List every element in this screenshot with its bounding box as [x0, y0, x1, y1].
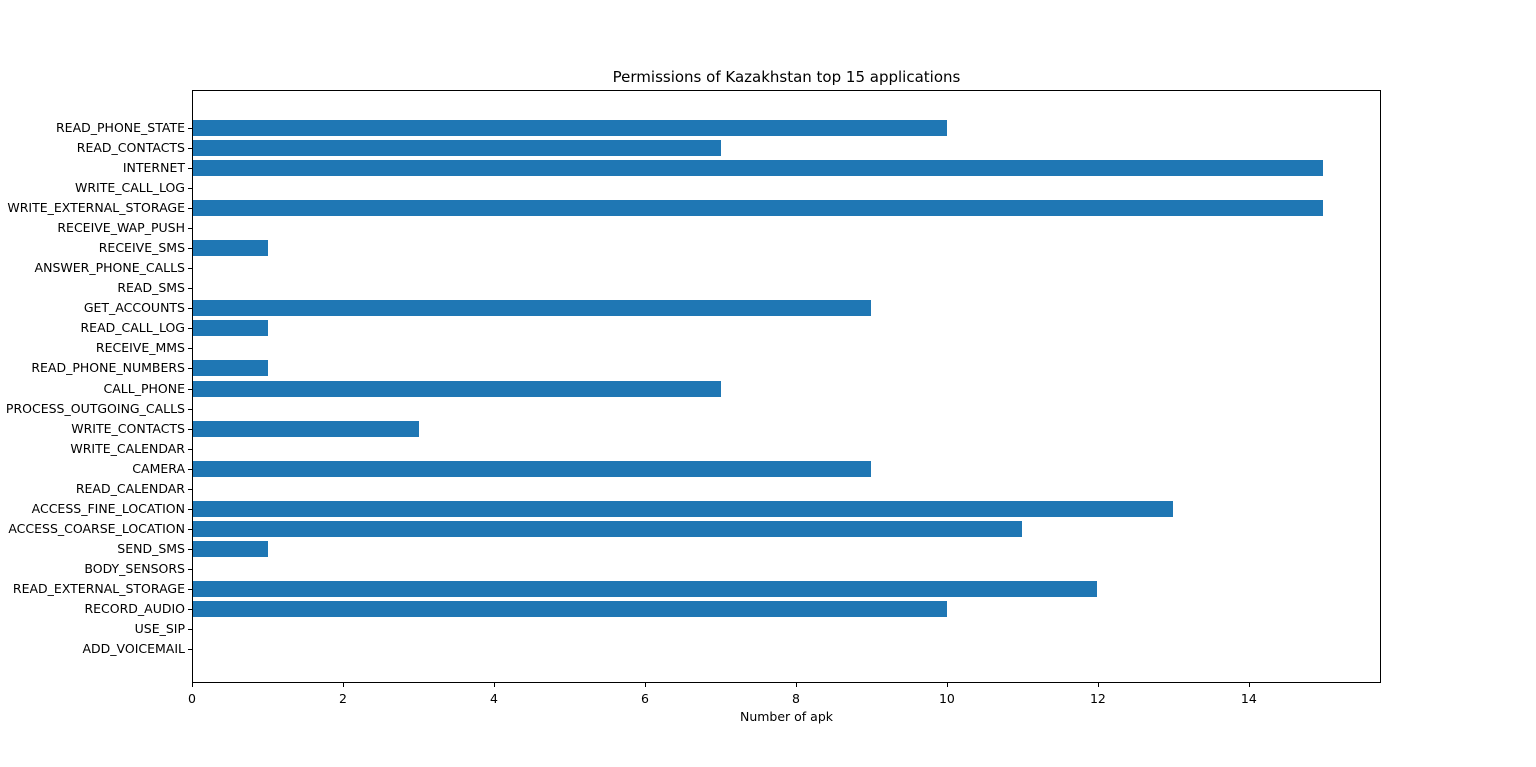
y-tick-mark — [188, 488, 192, 490]
y-tick-label: READ_SMS — [117, 280, 185, 296]
y-tick-mark — [188, 428, 192, 430]
x-tick-mark — [1248, 683, 1250, 687]
y-tick-label: BODY_SENSORS — [84, 560, 185, 576]
x-tick-mark — [946, 683, 948, 687]
bar — [193, 240, 269, 257]
y-tick-label: READ_CALENDAR — [75, 480, 185, 496]
y-tick-mark — [188, 188, 192, 190]
x-tick-mark — [644, 683, 646, 687]
y-tick-label: PROCESS_OUTGOING_CALLS — [5, 400, 185, 416]
x-tick-label: 2 — [338, 691, 347, 706]
y-tick-mark — [188, 308, 192, 310]
y-tick-mark — [188, 629, 192, 630]
y-tick-mark — [188, 468, 192, 470]
y-tick-mark — [188, 228, 192, 230]
y-tick-label: CALL_PHONE — [103, 380, 185, 396]
y-tick-mark — [188, 288, 192, 290]
bar — [193, 320, 269, 337]
y-tick-mark — [188, 408, 192, 410]
y-tick-label: RECEIVE_MMS — [95, 340, 185, 356]
y-tick-label: RECORD_AUDIO — [84, 600, 185, 616]
y-tick-label: USE_SIP — [134, 621, 185, 636]
bar — [193, 580, 1098, 597]
y-tick-label: ACCESS_COARSE_LOCATION — [8, 520, 185, 536]
x-tick-mark — [493, 683, 495, 687]
y-tick-mark — [188, 508, 192, 510]
x-tick-label: 8 — [791, 691, 800, 706]
x-tick-label: 4 — [489, 691, 498, 706]
bar — [193, 540, 269, 557]
bar — [193, 500, 1173, 517]
x-tick-label: 6 — [640, 691, 649, 706]
y-tick-mark — [188, 649, 192, 651]
y-tick-mark — [188, 328, 192, 330]
y-tick-mark — [188, 568, 192, 570]
y-tick-label: ADD_VOICEMAIL — [82, 641, 185, 657]
y-tick-label: ACCESS_FINE_LOCATION — [31, 500, 185, 516]
y-tick-label: READ_PHONE_STATE — [56, 120, 185, 135]
bar — [193, 520, 1023, 537]
y-tick-label: WRITE_CALENDAR — [70, 440, 185, 456]
x-tick-label: 10 — [938, 691, 955, 706]
y-tick-label: INTERNET — [122, 160, 185, 176]
bar — [193, 600, 947, 617]
bar — [193, 360, 269, 377]
y-tick-mark — [188, 448, 192, 450]
y-tick-label: RECEIVE_WAP_PUSH — [57, 220, 185, 236]
bar — [193, 140, 721, 157]
y-axis: READ_PHONE_STATE READ_CONTACTS INTERNET WRI… — [0, 90, 192, 683]
y-tick-label: READ_PHONE_NUMBERS — [31, 360, 185, 376]
y-tick-mark — [188, 168, 192, 170]
x-tick-mark — [795, 683, 797, 687]
y-tick-mark — [188, 608, 192, 610]
y-tick-mark — [188, 248, 192, 250]
y-tick-mark — [188, 208, 192, 210]
y-tick-mark — [188, 348, 192, 350]
x-tick-mark — [192, 683, 193, 687]
x-tick-mark — [1097, 683, 1099, 687]
bar — [193, 160, 1324, 177]
bar — [193, 420, 420, 437]
x-tick-label: 14 — [1240, 691, 1257, 706]
bar — [193, 380, 721, 397]
y-tick-label: READ_CONTACTS — [76, 140, 185, 156]
y-tick-mark — [188, 148, 192, 150]
bar — [193, 460, 872, 477]
y-tick-label: GET_ACCOUNTS — [83, 300, 185, 316]
y-tick-label: RECEIVE_SMS — [98, 240, 185, 256]
x-tick-label: 12 — [1089, 691, 1106, 706]
y-tick-label: READ_CALL_LOG — [80, 320, 185, 336]
bar — [193, 120, 947, 136]
y-tick-mark — [188, 268, 192, 270]
y-tick-mark — [188, 368, 192, 370]
y-tick-mark — [188, 528, 192, 530]
bar — [193, 200, 1324, 217]
y-tick-mark — [188, 388, 192, 390]
x-tick-label: 0 — [188, 691, 196, 706]
y-tick-mark — [188, 588, 192, 590]
y-tick-label: READ_EXTERNAL_STORAGE — [12, 580, 185, 596]
y-tick-label: CAMERA — [132, 460, 185, 476]
y-tick-mark — [188, 548, 192, 550]
y-tick-label: ANSWER_PHONE_CALLS — [34, 260, 185, 276]
y-tick-label: WRITE_CONTACTS — [71, 420, 185, 436]
bars-layer — [193, 91, 1380, 682]
y-tick-label: WRITE_CALL_LOG — [74, 180, 185, 196]
y-tick-mark — [188, 128, 192, 129]
chart-title: Permissions of Kazakhstan top 15 applica… — [612, 68, 961, 86]
bar — [193, 300, 872, 317]
y-tick-label: WRITE_EXTERNAL_STORAGE — [7, 200, 185, 216]
plot-area — [192, 90, 1381, 683]
x-axis-label: Number of apk — [739, 709, 834, 724]
x-tick-mark — [342, 683, 344, 687]
y-tick-label: SEND_SMS — [117, 540, 185, 556]
